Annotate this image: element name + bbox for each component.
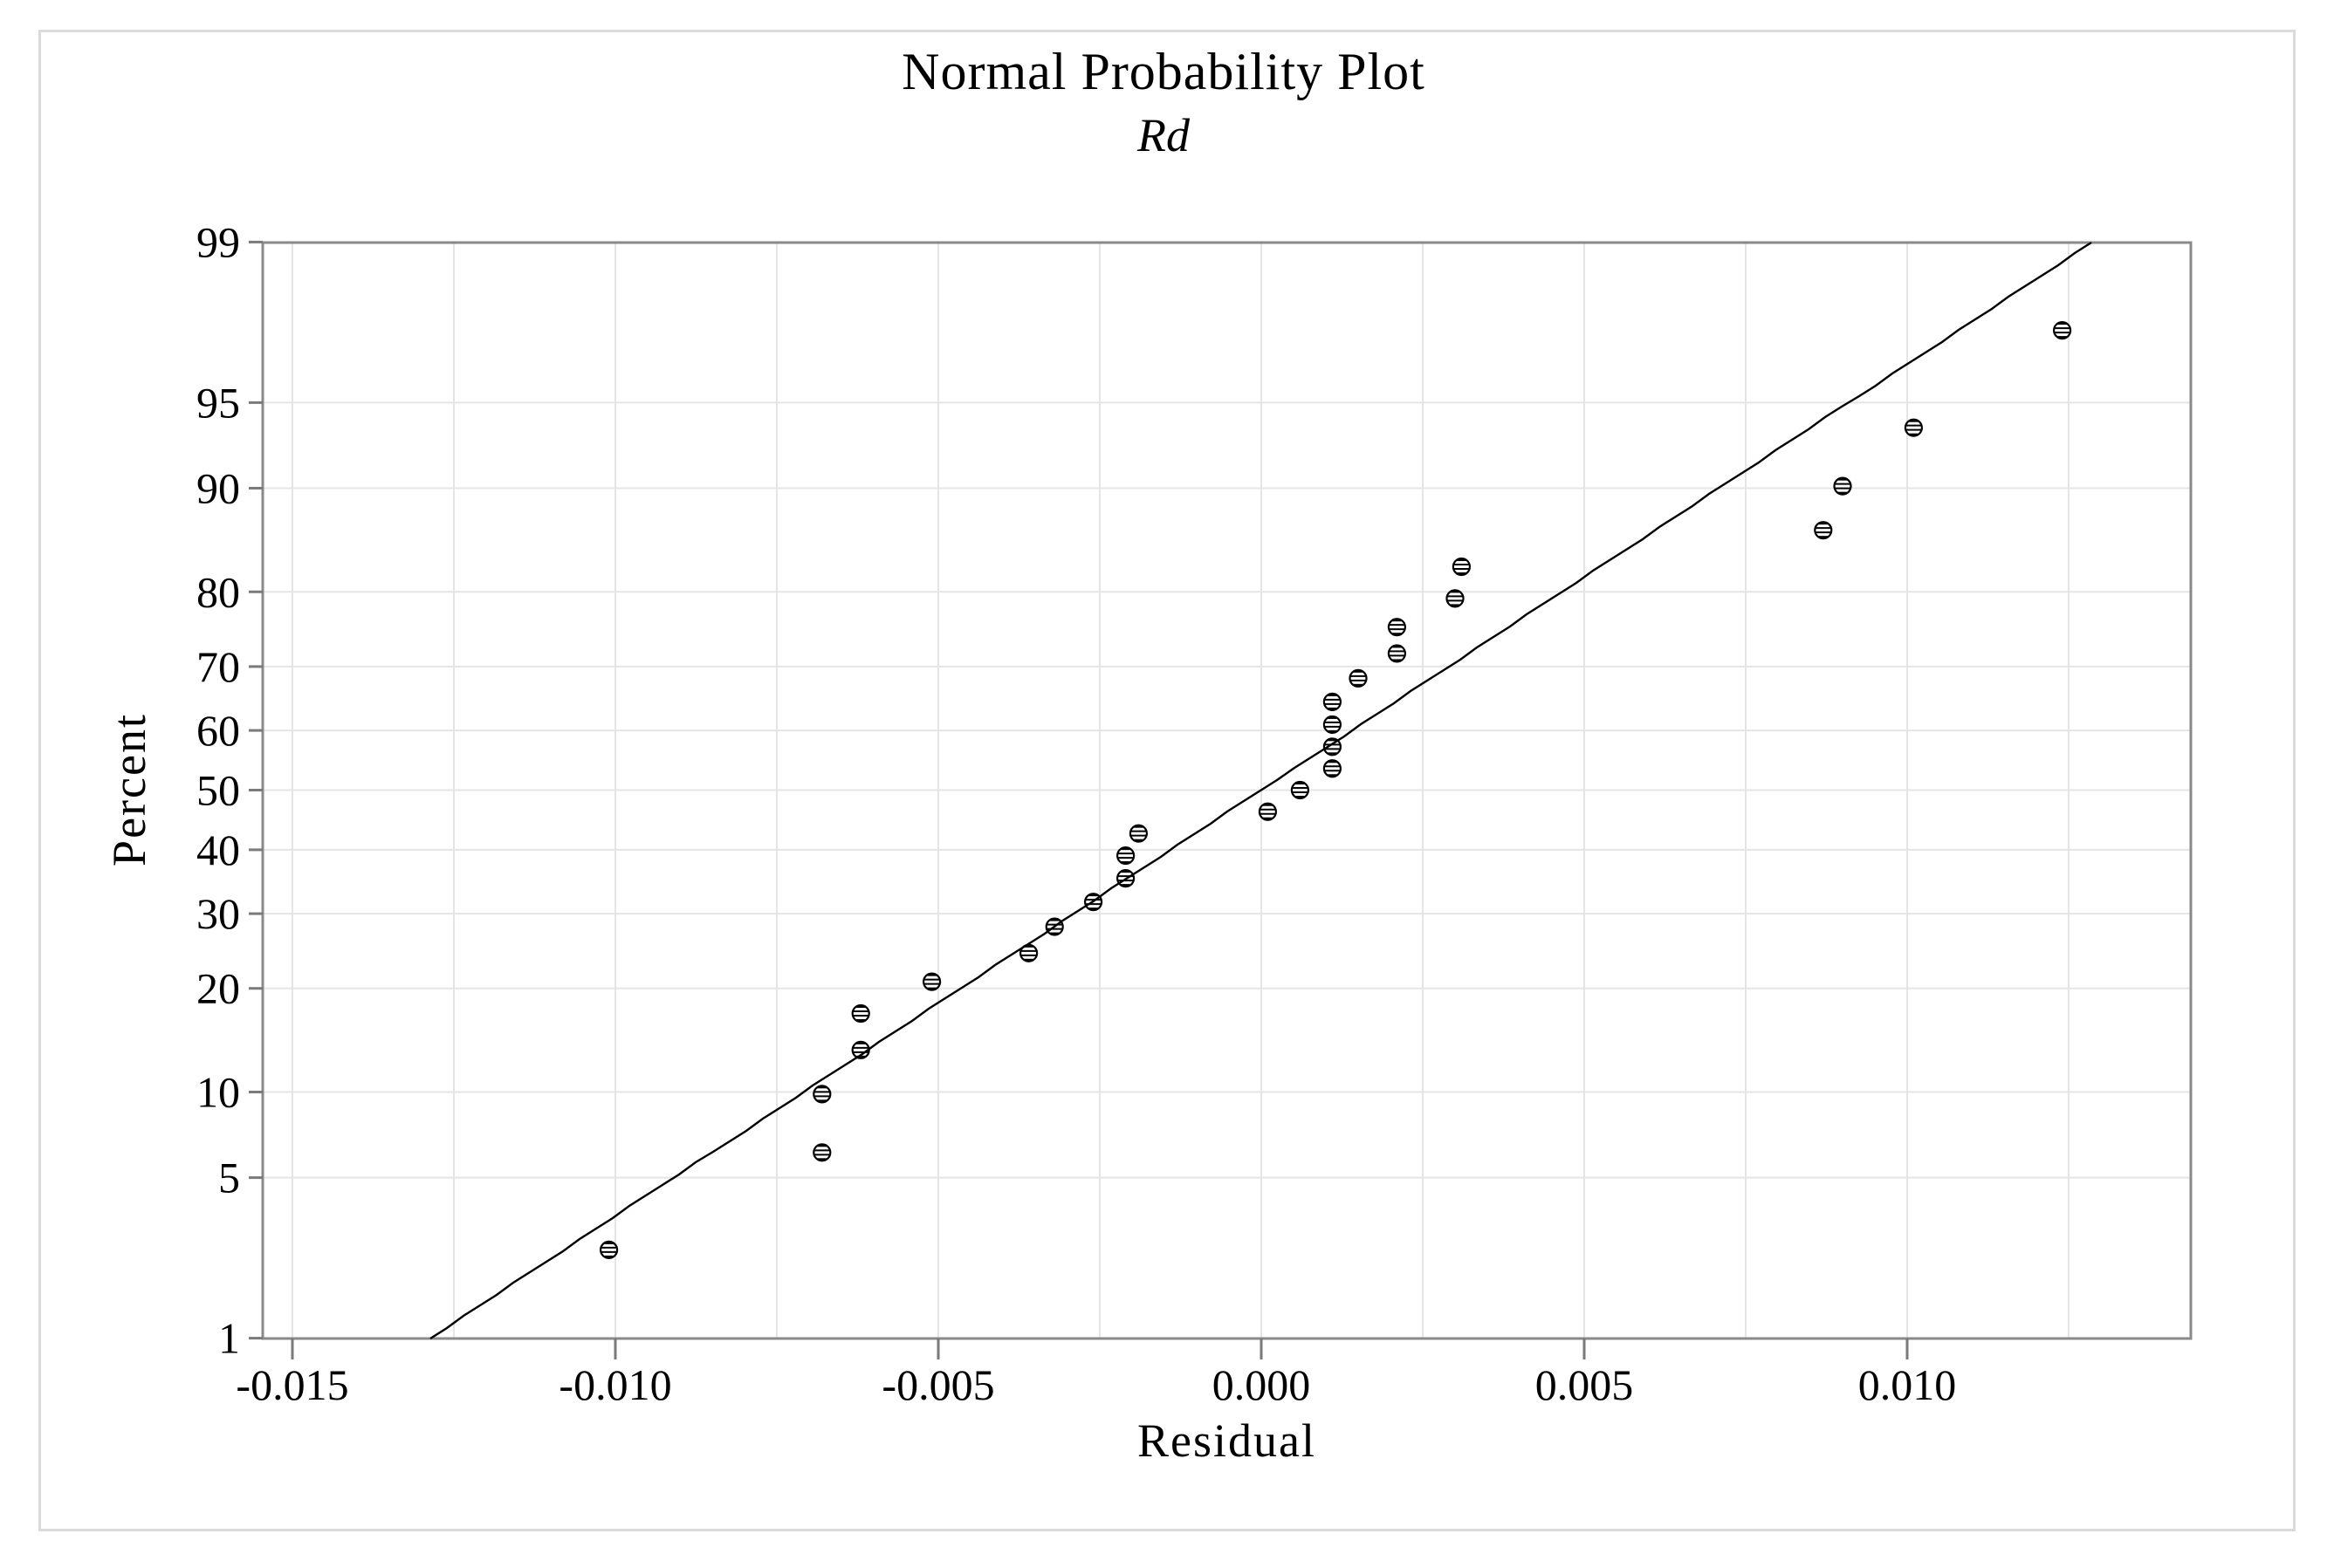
x-tick-label: -0.015 [236, 1360, 348, 1409]
x-axis-title: Residual [1137, 1414, 1316, 1467]
data-point-marker [1322, 692, 1342, 711]
data-point-marker [1452, 557, 1472, 577]
marker-circle [1045, 917, 1064, 936]
y-tick-label: 80 [196, 567, 240, 616]
data-point-marker [2053, 321, 2072, 340]
marker-circle [1322, 737, 1342, 757]
data-point-marker [1349, 668, 1368, 688]
y-tick-label: 30 [196, 889, 240, 938]
data-point-marker [1904, 418, 1923, 437]
y-tick-label: 20 [196, 964, 240, 1013]
marker-circle [813, 1085, 832, 1104]
data-point-marker [1322, 737, 1342, 757]
marker-circle [1258, 802, 1278, 821]
marker-circle [1322, 715, 1342, 735]
data-point-marker [1115, 846, 1136, 866]
chart-title: Normal Probability Plot [902, 43, 1425, 100]
data-point-marker [1322, 715, 1342, 735]
marker-circle [922, 972, 942, 991]
y-tick-label: 95 [196, 378, 240, 427]
y-tick-label: 99 [196, 217, 240, 266]
data-point-marker [813, 1143, 832, 1162]
marker-circle [851, 1040, 870, 1059]
marker-circle [2053, 321, 2072, 340]
x-tick-label: -0.010 [559, 1360, 671, 1409]
marker-circle [1083, 893, 1103, 912]
data-point-marker [1115, 869, 1136, 888]
x-tick-label: 0.000 [1212, 1360, 1311, 1409]
data-point-marker [851, 1040, 870, 1059]
data-point-marker [1814, 521, 1833, 540]
marker-circle [1322, 759, 1342, 778]
y-tick-label: 40 [196, 825, 240, 874]
marker-circle [1452, 557, 1472, 577]
y-tick-label: 70 [196, 642, 240, 691]
marker-circle [1387, 618, 1407, 637]
x-axis-ticks: -0.015 -0.010 -0.005 0.000 0.005 0.010 [236, 1339, 1956, 1409]
y-tick-label: 60 [196, 706, 240, 755]
x-tick-label: -0.005 [882, 1360, 994, 1409]
data-point-marker [1290, 780, 1310, 800]
x-tick-label: 0.010 [1858, 1360, 1957, 1409]
normal-fit-line [429, 241, 2092, 1340]
data-point-marker [1019, 943, 1039, 962]
data-point-marker [1322, 759, 1342, 778]
data-point-marker [599, 1240, 619, 1259]
gridlines [263, 243, 2191, 1339]
data-points [599, 321, 2072, 1259]
marker-circle [1115, 846, 1136, 866]
data-point-marker [1387, 618, 1407, 637]
marker-circle [1019, 943, 1039, 962]
data-point-marker [922, 972, 942, 991]
marker-circle [1322, 692, 1342, 711]
marker-circle [851, 1003, 870, 1024]
marker-circle [1814, 521, 1833, 540]
marker-circle [1445, 589, 1465, 608]
y-tick-label: 90 [196, 463, 240, 512]
data-point-marker [1258, 802, 1278, 821]
marker-circle [1115, 869, 1136, 888]
x-tick-label: 0.005 [1535, 1360, 1634, 1409]
chart-subtitle: Rd [1137, 109, 1190, 161]
marker-circle [1349, 668, 1368, 688]
data-point-marker [1387, 644, 1407, 663]
y-axis-ticks: 1 5 10 20 30 40 50 60 70 80 90 95 99 [196, 217, 263, 1363]
marker-circle [599, 1240, 619, 1259]
marker-circle [1290, 780, 1310, 800]
marker-circle [1129, 824, 1149, 843]
data-point-marker [851, 1003, 870, 1024]
data-point-marker [1129, 824, 1149, 843]
data-point-marker [1045, 917, 1064, 936]
marker-circle [1387, 644, 1407, 663]
data-point-marker [1833, 476, 1852, 496]
marker-circle [813, 1143, 832, 1162]
y-tick-label: 50 [196, 766, 240, 815]
fit-line [429, 241, 2092, 1340]
data-point-marker [1445, 589, 1465, 608]
y-tick-label: 10 [196, 1068, 240, 1117]
data-point-marker [813, 1085, 832, 1104]
marker-circle [1833, 476, 1852, 496]
y-tick-label: 1 [218, 1314, 240, 1363]
marker-circle [1904, 418, 1923, 437]
data-point-marker [1083, 893, 1103, 912]
y-tick-label: 5 [218, 1154, 240, 1202]
